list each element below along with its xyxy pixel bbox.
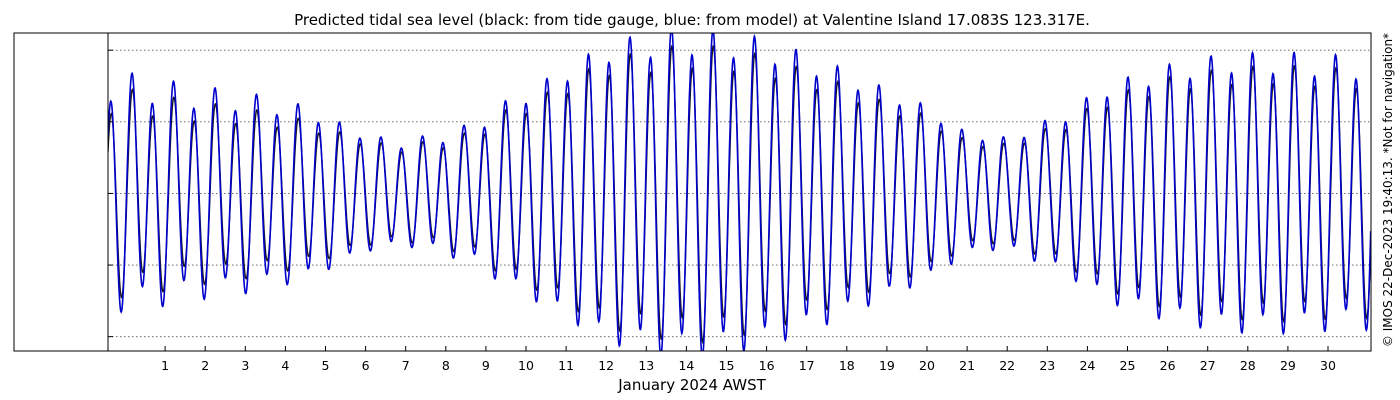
x-tick-label: 10 bbox=[518, 358, 534, 373]
series-model bbox=[108, 33, 1371, 351]
x-tick-label: 28 bbox=[1240, 358, 1256, 373]
x-tick-label: 3 bbox=[241, 358, 249, 373]
grid-lines bbox=[108, 49, 1371, 338]
x-tick-label: 24 bbox=[1079, 358, 1095, 373]
x-tick-label: 19 bbox=[879, 358, 895, 373]
x-tick-label: 15 bbox=[719, 358, 735, 373]
x-tick-label: 16 bbox=[759, 358, 775, 373]
x-tick-label: 17 bbox=[799, 358, 815, 373]
axes-frame bbox=[13, 32, 1372, 352]
x-tick-label: 29 bbox=[1280, 358, 1296, 373]
x-tick-label: 7 bbox=[402, 358, 410, 373]
x-tick-label: 30 bbox=[1320, 358, 1336, 373]
x-tick-labels: 1 2 3 4 5 6 7 8 9 10 11 12 13 14 15 16 17 18 19 20 21 22 23 24 2… bbox=[161, 346, 1336, 373]
x-tick-label: 6 bbox=[362, 358, 370, 373]
series-layer bbox=[108, 33, 1371, 351]
x-tick-label: 14 bbox=[678, 358, 694, 373]
chart-title: Predicted tidal sea level (black: from t… bbox=[294, 11, 1090, 29]
x-tick-label: 25 bbox=[1120, 358, 1136, 373]
x-tick-label: 12 bbox=[598, 358, 614, 373]
x-tick-label: 8 bbox=[442, 358, 450, 373]
x-tick-label: 21 bbox=[959, 358, 975, 373]
x-tick-label: 18 bbox=[839, 358, 855, 373]
x-axis-label: January 2024 AWST bbox=[617, 376, 766, 394]
copyright-note: © IMOS 22-Dec-2023 19:40:13. *Not for na… bbox=[1381, 33, 1395, 347]
x-tick-label: 13 bbox=[638, 358, 654, 373]
x-tick-label: 22 bbox=[999, 358, 1015, 373]
x-tick-label: 2 bbox=[201, 358, 209, 373]
x-tick-label: 20 bbox=[919, 358, 935, 373]
x-tick-label: 27 bbox=[1200, 358, 1216, 373]
x-tick-label: 5 bbox=[322, 358, 330, 373]
x-tick-label: 1 bbox=[161, 358, 169, 373]
x-tick-label: 4 bbox=[281, 358, 289, 373]
x-tick-label: 9 bbox=[482, 358, 490, 373]
inner-y-axis bbox=[107, 33, 113, 351]
x-tick-label: 26 bbox=[1160, 358, 1176, 373]
x-tick-label: 23 bbox=[1039, 358, 1055, 373]
x-tick-label: 11 bbox=[558, 358, 574, 373]
